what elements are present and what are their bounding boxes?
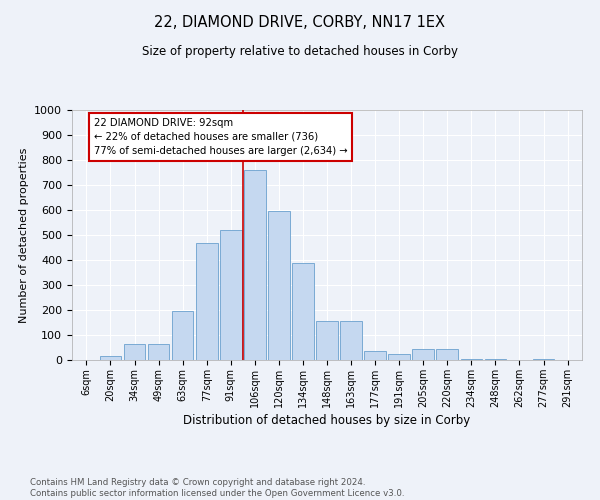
- Bar: [124, 344, 145, 360]
- Text: Contains HM Land Registry data © Crown copyright and database right 2024.
Contai: Contains HM Land Registry data © Crown c…: [30, 478, 404, 498]
- X-axis label: Distribution of detached houses by size in Corby: Distribution of detached houses by size …: [184, 414, 470, 427]
- Bar: [196, 242, 218, 360]
- Bar: [412, 349, 434, 360]
- Bar: [533, 359, 554, 360]
- Bar: [292, 262, 314, 360]
- Bar: [485, 359, 506, 360]
- Bar: [268, 211, 290, 360]
- Bar: [172, 311, 193, 360]
- Y-axis label: Number of detached properties: Number of detached properties: [19, 148, 29, 322]
- Bar: [100, 356, 121, 360]
- Bar: [244, 170, 266, 360]
- Bar: [364, 351, 386, 360]
- Bar: [436, 349, 458, 360]
- Bar: [148, 344, 169, 360]
- Bar: [316, 322, 338, 360]
- Bar: [340, 322, 362, 360]
- Bar: [388, 354, 410, 360]
- Bar: [461, 359, 482, 360]
- Bar: [220, 230, 242, 360]
- Text: Size of property relative to detached houses in Corby: Size of property relative to detached ho…: [142, 45, 458, 58]
- Text: 22 DIAMOND DRIVE: 92sqm
← 22% of detached houses are smaller (736)
77% of semi-d: 22 DIAMOND DRIVE: 92sqm ← 22% of detache…: [94, 118, 347, 156]
- Text: 22, DIAMOND DRIVE, CORBY, NN17 1EX: 22, DIAMOND DRIVE, CORBY, NN17 1EX: [155, 15, 445, 30]
